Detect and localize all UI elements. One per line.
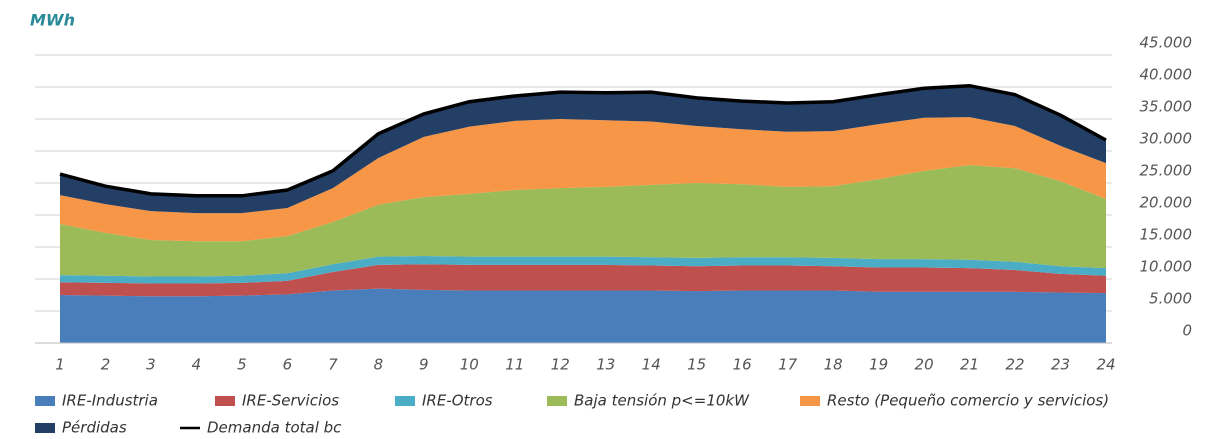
x-tick-label: 13 [596, 356, 615, 374]
line [59, 83, 1107, 198]
area [60, 264, 1106, 297]
x-tick-label: 11 [505, 356, 524, 374]
x-tick-label: 4 [192, 356, 202, 374]
legend-swatch [35, 423, 55, 433]
x-tick-label: 20 [915, 356, 934, 374]
y-tick-label: 5.000 [1149, 290, 1192, 308]
x-tick-label: 10 [460, 356, 479, 374]
legend-swatch [215, 396, 235, 406]
legend-swatch [35, 396, 55, 406]
y-tick-label: 10.000 [1140, 258, 1193, 276]
area [60, 255, 1106, 284]
x-tick-label: 14 [642, 356, 661, 374]
legend-label: Demanda total bc [207, 419, 342, 437]
x-tick-label: 15 [687, 356, 706, 374]
x-tick-label: 16 [733, 356, 752, 374]
area [60, 117, 1106, 242]
area [60, 165, 1106, 277]
legend-swatch [395, 396, 415, 406]
y-unit-label: MWh [30, 11, 75, 30]
x-tick-label: 19 [869, 356, 888, 374]
y-tick-label: 0 [1182, 322, 1192, 340]
x-tick-label: 7 [328, 356, 338, 374]
x-tick-label: 17 [778, 356, 798, 374]
y-tick-label: 20.000 [1140, 194, 1193, 212]
y-tick-label: 35.000 [1140, 98, 1193, 116]
x-tick-label: 3 [146, 356, 156, 374]
legend-label: Baja tensión p<=10kW [574, 392, 750, 410]
legend-label: Resto (Pequeño comercio y servicios) [827, 392, 1109, 410]
x-tick-label: 21 [960, 356, 979, 374]
x-tick-label: 9 [419, 356, 429, 374]
x-tick-label: 1 [55, 356, 65, 374]
x-tick-label: 24 [1096, 356, 1115, 374]
y-tick-label: 15.000 [1140, 226, 1193, 244]
legend-swatch [547, 396, 567, 406]
y-tick-label: 30.000 [1140, 130, 1193, 148]
x-tick-label: 18 [824, 356, 843, 374]
area [60, 85, 1106, 214]
y-tick-label: 25.000 [1140, 162, 1193, 180]
legend-label: IRE-Otros [422, 392, 493, 410]
y-tick-label: 45.000 [1140, 34, 1193, 52]
legend-swatch [800, 396, 820, 406]
x-tick-label: 5 [237, 356, 247, 374]
legend-label: IRE-Servicios [242, 392, 339, 410]
x-tick-label: 2 [101, 356, 111, 374]
legend-label: Pérdidas [62, 419, 127, 437]
x-tick-label: 8 [374, 356, 384, 374]
x-tick-label: 23 [1051, 356, 1070, 374]
x-tick-label: 12 [551, 356, 570, 374]
x-tick-label: 22 [1005, 356, 1024, 374]
legend-label: IRE-Industria [62, 392, 158, 410]
area [60, 288, 1106, 343]
x-tick-label: 6 [283, 356, 293, 374]
y-tick-label: 40.000 [1140, 66, 1193, 84]
